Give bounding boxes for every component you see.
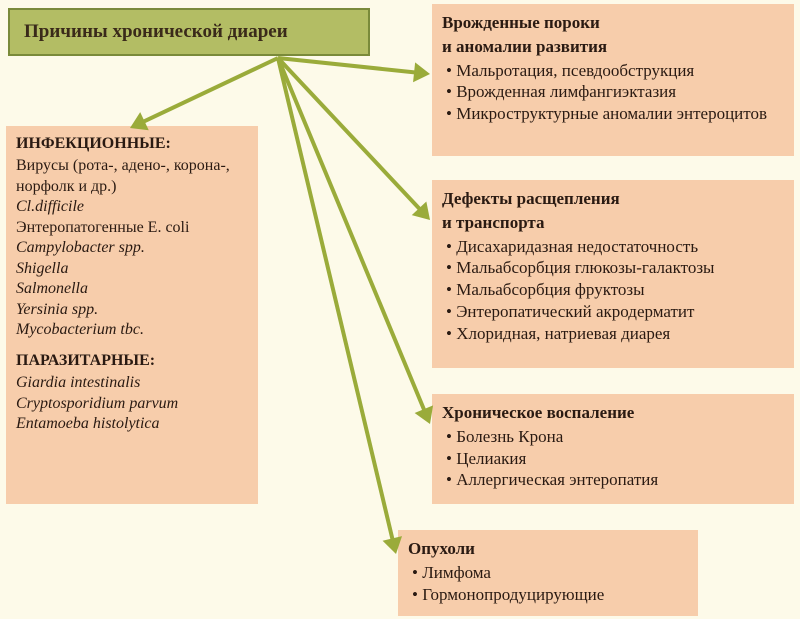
right-box-bullet: • Болезнь Крона: [442, 426, 784, 448]
right-box-bullet: • Аллергическая энтеропатия: [442, 469, 784, 491]
right-box-bullet: • Лимфома: [408, 562, 688, 584]
right-box-heading: Дефекты расщепления: [442, 188, 784, 210]
right-box-bullet: • Мальабсорбция глюкозы-галактозы: [442, 257, 784, 279]
left-section-item: Shigella: [16, 259, 248, 279]
right-category-box: Хроническое воспаление• Болезнь Крона• Ц…: [432, 394, 794, 504]
left-section-item: Salmonella: [16, 279, 248, 299]
arrow-head-icon: [412, 201, 430, 220]
right-box-bullet: • Дисахаридазная недостаточность: [442, 236, 784, 258]
right-box-heading: Врожденные пороки: [442, 12, 784, 34]
left-category-box: ИНФЕКЦИОННЫЕ:Вирусы (рота-, адено-, коро…: [6, 126, 258, 504]
right-box-bullet: • Энтеропатический акродерматит: [442, 301, 784, 323]
arrow-shaft: [278, 58, 423, 213]
arrow-shaft: [278, 58, 420, 73]
right-box-bullet: • Гормонопродуцирующие: [408, 584, 688, 606]
diagram-title: Причины хронической диареи: [8, 8, 370, 56]
left-section-item: Entamoeba histolytica: [16, 414, 248, 434]
arrow-head-icon: [415, 405, 433, 424]
right-category-box: Опухоли• Лимфома• Гормонопродуцирующие: [398, 530, 698, 616]
diagram-title-text: Причины хронической диареи: [24, 21, 288, 43]
right-box-heading: и аномалии развития: [442, 36, 784, 58]
right-category-box: Врожденные порокии аномалии развития• Ма…: [432, 4, 794, 156]
left-section-item: Campylobacter spp.: [16, 238, 248, 258]
left-section-item: Mycobacterium tbc.: [16, 320, 248, 340]
right-box-bullet: • Мальротация, псевдообструкция: [442, 60, 784, 82]
arrow-shaft: [278, 58, 426, 415]
right-box-bullet: • Мальабсорбция фруктозы: [442, 279, 784, 301]
left-section-item: Giardia intestinalis: [16, 373, 248, 393]
right-box-heading: Опухоли: [408, 538, 688, 560]
arrow-head-icon: [413, 62, 430, 82]
arrow-shaft: [278, 58, 394, 545]
right-box-bullet: • Микроструктурные аномалии энтероцитов: [442, 103, 784, 125]
right-box-heading: Хроническое воспаление: [442, 402, 784, 424]
left-section-heading: ИНФЕКЦИОННЫЕ:: [16, 134, 248, 154]
right-category-box: Дефекты расщепленияи транспорта• Дисахар…: [432, 180, 794, 368]
left-section-item: Вирусы (рота-, адено-, корона-, норфолк …: [16, 156, 248, 197]
arrow-shaft: [139, 58, 278, 124]
left-section-item: Энтеропатогенные E. coli: [16, 218, 248, 238]
right-box-heading: и транспорта: [442, 212, 784, 234]
right-box-bullet: • Хлоридная, натриевая диарея: [442, 323, 784, 345]
right-box-bullet: • Целиакия: [442, 448, 784, 470]
left-section-item: Cryptosporidium parvum: [16, 394, 248, 414]
left-section-heading: ПАРАЗИТАРНЫЕ:: [16, 351, 248, 371]
left-section-item: Yersinia spp.: [16, 300, 248, 320]
left-section-item: Cl.difficile: [16, 197, 248, 217]
right-box-bullet: • Врожденная лимфангиэктазия: [442, 81, 784, 103]
